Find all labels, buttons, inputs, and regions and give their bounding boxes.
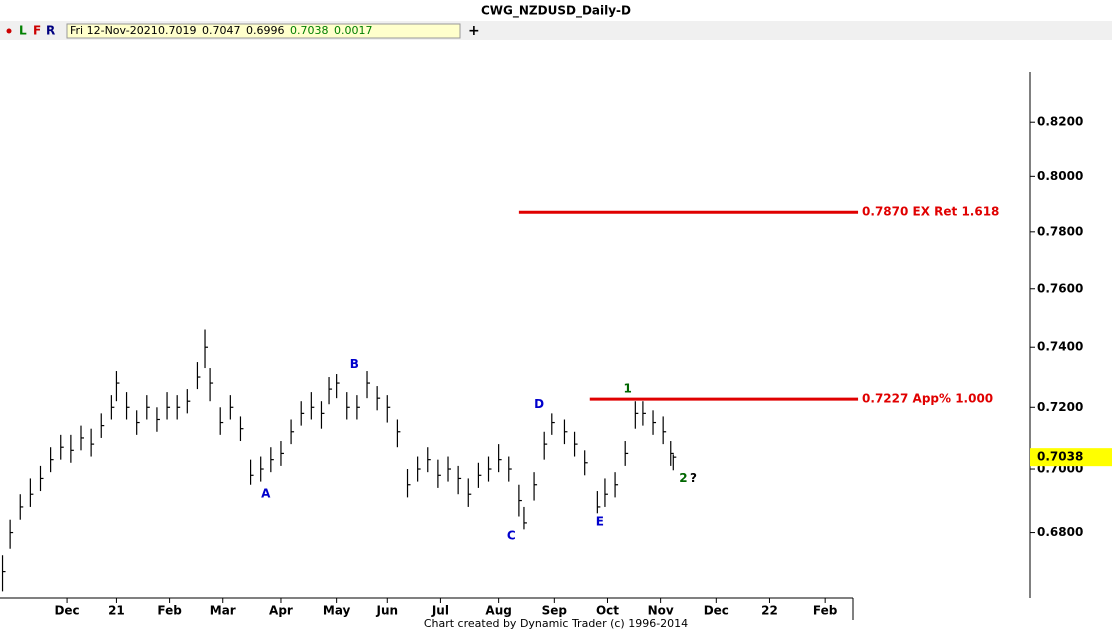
wave-label: E bbox=[596, 514, 604, 528]
x-tick-label: 21 bbox=[108, 604, 125, 618]
info-bar bbox=[66, 23, 461, 39]
record-icon[interactable] bbox=[6, 28, 12, 34]
y-tick-label: 0.8200 bbox=[1037, 115, 1083, 129]
wave-label: B bbox=[350, 357, 359, 371]
wave-label: D bbox=[534, 397, 544, 411]
y-tick-label: 0.7600 bbox=[1037, 281, 1083, 295]
info-low: 0.6996 bbox=[246, 24, 285, 37]
x-tick-label: Nov bbox=[648, 604, 674, 618]
toolbar-button[interactable]: L bbox=[19, 24, 27, 38]
y-tick-label: 0.7800 bbox=[1037, 224, 1083, 238]
toolbar-button[interactable]: R bbox=[46, 24, 55, 38]
wave-label: 1 bbox=[624, 382, 632, 396]
footer: Chart created by Dynamic Trader (c) 1996… bbox=[424, 617, 688, 630]
wave-label: 2 bbox=[679, 471, 687, 485]
last-price-label: 0.7038 bbox=[1037, 450, 1083, 464]
x-tick-label: Dec bbox=[54, 604, 79, 618]
level-label: 0.7870 EX Ret 1.618 bbox=[862, 205, 999, 219]
wave-label: A bbox=[261, 487, 271, 501]
x-tick-label: Dec bbox=[704, 604, 729, 618]
wave-label: ? bbox=[690, 471, 697, 485]
level-label: 0.7227 App% 1.000 bbox=[862, 392, 993, 406]
x-tick-label: Feb bbox=[813, 604, 838, 618]
x-tick-label: Sep bbox=[542, 604, 568, 618]
title-bar bbox=[0, 0, 1112, 20]
y-tick-label: 0.7200 bbox=[1037, 400, 1083, 414]
x-tick-label: Oct bbox=[596, 604, 619, 618]
info-date: Fri 12-Nov-2021 bbox=[70, 24, 158, 37]
x-tick-label: May bbox=[323, 604, 351, 618]
x-tick-label: 22 bbox=[761, 604, 778, 618]
x-tick-label: Jul bbox=[431, 604, 449, 618]
x-tick-label: Apr bbox=[269, 604, 293, 618]
info-high: 0.7047 bbox=[202, 24, 241, 37]
info-open: 0.7019 bbox=[158, 24, 197, 37]
x-tick-label: Mar bbox=[210, 604, 236, 618]
wave-label: C bbox=[507, 528, 516, 542]
last-price-box bbox=[1030, 448, 1112, 467]
x-tick-label: Feb bbox=[157, 604, 182, 618]
info-close: 0.7038 bbox=[290, 24, 329, 37]
add-button[interactable]: + bbox=[468, 23, 480, 39]
y-tick-label: 0.6800 bbox=[1037, 525, 1083, 539]
x-tick-label: Jun bbox=[375, 604, 398, 618]
window-title: CWG_NZDUSD_Daily-D bbox=[481, 4, 631, 19]
y-tick-label: 0.7400 bbox=[1037, 340, 1083, 354]
info-change: 0.0017 bbox=[334, 24, 373, 37]
toolbar-button[interactable]: F bbox=[33, 24, 41, 38]
y-tick-label: 0.8000 bbox=[1037, 169, 1083, 183]
x-tick-label: Aug bbox=[485, 604, 511, 618]
